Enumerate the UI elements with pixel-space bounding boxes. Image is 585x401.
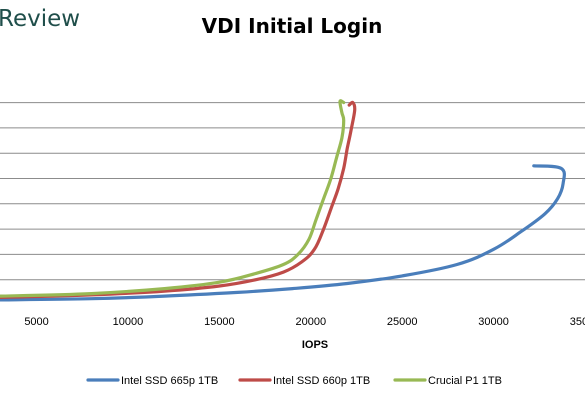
x-tick-label: 20000: [295, 316, 326, 328]
legend-label-crucial-p1-1tb: Crucial P1 1TB: [428, 375, 502, 387]
series-line-crucial-p1-1tb: [0, 99, 346, 298]
x-axis-label: IOPS: [302, 339, 328, 351]
legend-label-intel-ssd-665p-1tb: Intel SSD 665p 1TB: [121, 375, 218, 387]
chart-title: VDI Initial Login: [202, 14, 383, 38]
x-tick-label: 15000: [204, 316, 235, 328]
brand-logo-text: Review: [0, 6, 80, 32]
legend-label-intel-ssd-660p-1tb: Intel SSD 660p 1TB: [273, 375, 370, 387]
gridlines: [0, 102, 585, 281]
x-tick-label: 35000: [570, 316, 585, 328]
x-tick-label: 5000: [24, 316, 48, 328]
legend: Intel SSD 665p 1TB Intel SSD 660p 1TB Cruc…: [86, 375, 502, 387]
x-tick-label: 30000: [478, 316, 509, 328]
x-axis-ticks: 5000 10000 15000 20000 25000 30000 35000: [24, 316, 585, 328]
x-tick-label: 10000: [113, 316, 144, 328]
series-line-intel-ssd-665p-1tb: [0, 164, 566, 302]
series-line-intel-ssd-660p-1tb: [0, 100, 357, 299]
series-lines: [0, 99, 566, 302]
x-tick-label: 25000: [387, 316, 418, 328]
